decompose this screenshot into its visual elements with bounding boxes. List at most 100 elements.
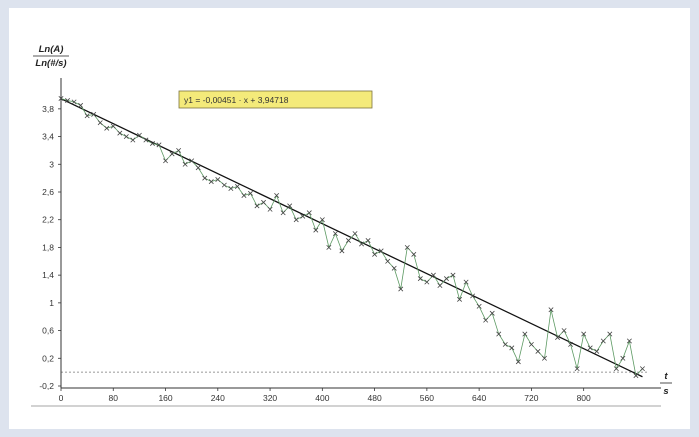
data-point [228, 186, 234, 192]
chart-svg: 3,8 3,4 3 2,6 2,2 1,8 1,4 1 0,6 0,2 -0,2 0 80 160 240 3… [31, 44, 672, 407]
data-point [528, 341, 534, 347]
axis-label-layer: Ln(A) Ln(#/s) ts [33, 44, 672, 397]
data-point-stroke [221, 182, 227, 188]
data-point-stroke [489, 310, 495, 316]
data-point-stroke [247, 190, 253, 196]
data-point [607, 331, 613, 337]
equation-box [178, 90, 373, 109]
x-tick-label: 80 [109, 393, 119, 403]
data-point [58, 95, 64, 101]
data-point [509, 345, 515, 351]
data-point-stroke [110, 123, 116, 129]
data-point-stroke [306, 210, 312, 216]
series-line [60, 98, 643, 377]
data-point-stroke [548, 307, 554, 313]
data-point [176, 147, 182, 153]
data-point-stroke [561, 328, 567, 334]
data-point-stroke [437, 283, 443, 289]
data-point-stroke [528, 341, 534, 347]
data-point-stroke [71, 99, 77, 105]
data-point [359, 241, 365, 247]
data-point [417, 276, 423, 282]
data-point-stroke [515, 359, 521, 365]
data-point-stroke [169, 151, 175, 157]
data-point-stroke [359, 241, 365, 247]
data-point-stroke [163, 158, 169, 164]
data-point [398, 286, 404, 292]
y-tick-label: 3,8 [42, 104, 54, 114]
data-point [587, 345, 593, 351]
fit-line [60, 98, 643, 378]
data-point [378, 248, 384, 254]
data-point [574, 366, 580, 372]
data-point [548, 307, 554, 313]
data-point [169, 151, 175, 157]
data-point [372, 251, 378, 257]
data-point [352, 231, 358, 237]
data-point-stroke [228, 186, 234, 192]
data-point-stroke [84, 113, 90, 119]
data-point-stroke [626, 338, 632, 344]
fit-layer [60, 98, 643, 378]
data-point [339, 248, 345, 254]
data-point-stroke [254, 203, 260, 209]
data-point [274, 192, 280, 198]
data-point [182, 161, 188, 167]
data-point-stroke [581, 331, 587, 337]
data-point [502, 341, 508, 347]
data-point-stroke [391, 265, 397, 271]
data-point-stroke [215, 177, 221, 183]
data-point-stroke [352, 231, 358, 237]
data-point-stroke [633, 373, 639, 379]
data-point [463, 279, 469, 285]
data-point [300, 213, 306, 219]
data-point-stroke [280, 210, 286, 216]
data-point [561, 328, 567, 334]
data-point-stroke [535, 348, 541, 354]
data-point-stroke [202, 175, 208, 181]
data-point [71, 99, 77, 105]
data-point [391, 265, 397, 271]
data-point [424, 279, 430, 285]
data-point [620, 355, 626, 361]
data-point [626, 338, 632, 344]
data-point-stroke [463, 279, 469, 285]
data-point [555, 335, 561, 340]
chart-panel: 3,8 3,4 3 2,6 2,2 1,8 1,4 1 0,6 0,2 -0,2 0 80 160 240 3… [9, 8, 690, 429]
data-point [267, 206, 273, 212]
data-point [483, 317, 489, 323]
data-point-stroke [313, 227, 319, 233]
data-point [443, 276, 449, 282]
data-point [470, 293, 476, 299]
data-point-stroke [509, 345, 515, 351]
data-point [97, 120, 103, 126]
data-point-stroke [143, 137, 149, 143]
y-tick-label: 2,6 [42, 187, 54, 197]
data-point [613, 366, 619, 372]
data-point-stroke [372, 251, 378, 257]
data-point-stroke [234, 183, 240, 189]
data-point-stroke [339, 248, 345, 254]
data-point-stroke [587, 345, 593, 351]
data-point-stroke [274, 192, 280, 198]
data-point-stroke [78, 102, 84, 108]
data-point-stroke [287, 203, 293, 209]
y-tick-label: 0,6 [42, 326, 54, 336]
x-tick-label: 480 [368, 393, 382, 403]
data-point-stroke [332, 231, 338, 237]
data-point [287, 203, 293, 209]
y-tick-label: 3 [49, 159, 54, 169]
data-point [476, 303, 482, 309]
data-point [65, 98, 71, 104]
x-tick-label: 160 [158, 393, 172, 403]
data-point-stroke [568, 341, 574, 347]
data-point-stroke [594, 348, 600, 354]
data-point-stroke [613, 366, 619, 372]
x-tick-label: 400 [315, 393, 329, 403]
y-tick-label: 1,4 [42, 270, 54, 280]
data-point [215, 177, 221, 183]
data-point [247, 190, 253, 196]
data-point-stroke [450, 272, 456, 278]
data-point [130, 137, 136, 143]
data-point [280, 210, 286, 216]
